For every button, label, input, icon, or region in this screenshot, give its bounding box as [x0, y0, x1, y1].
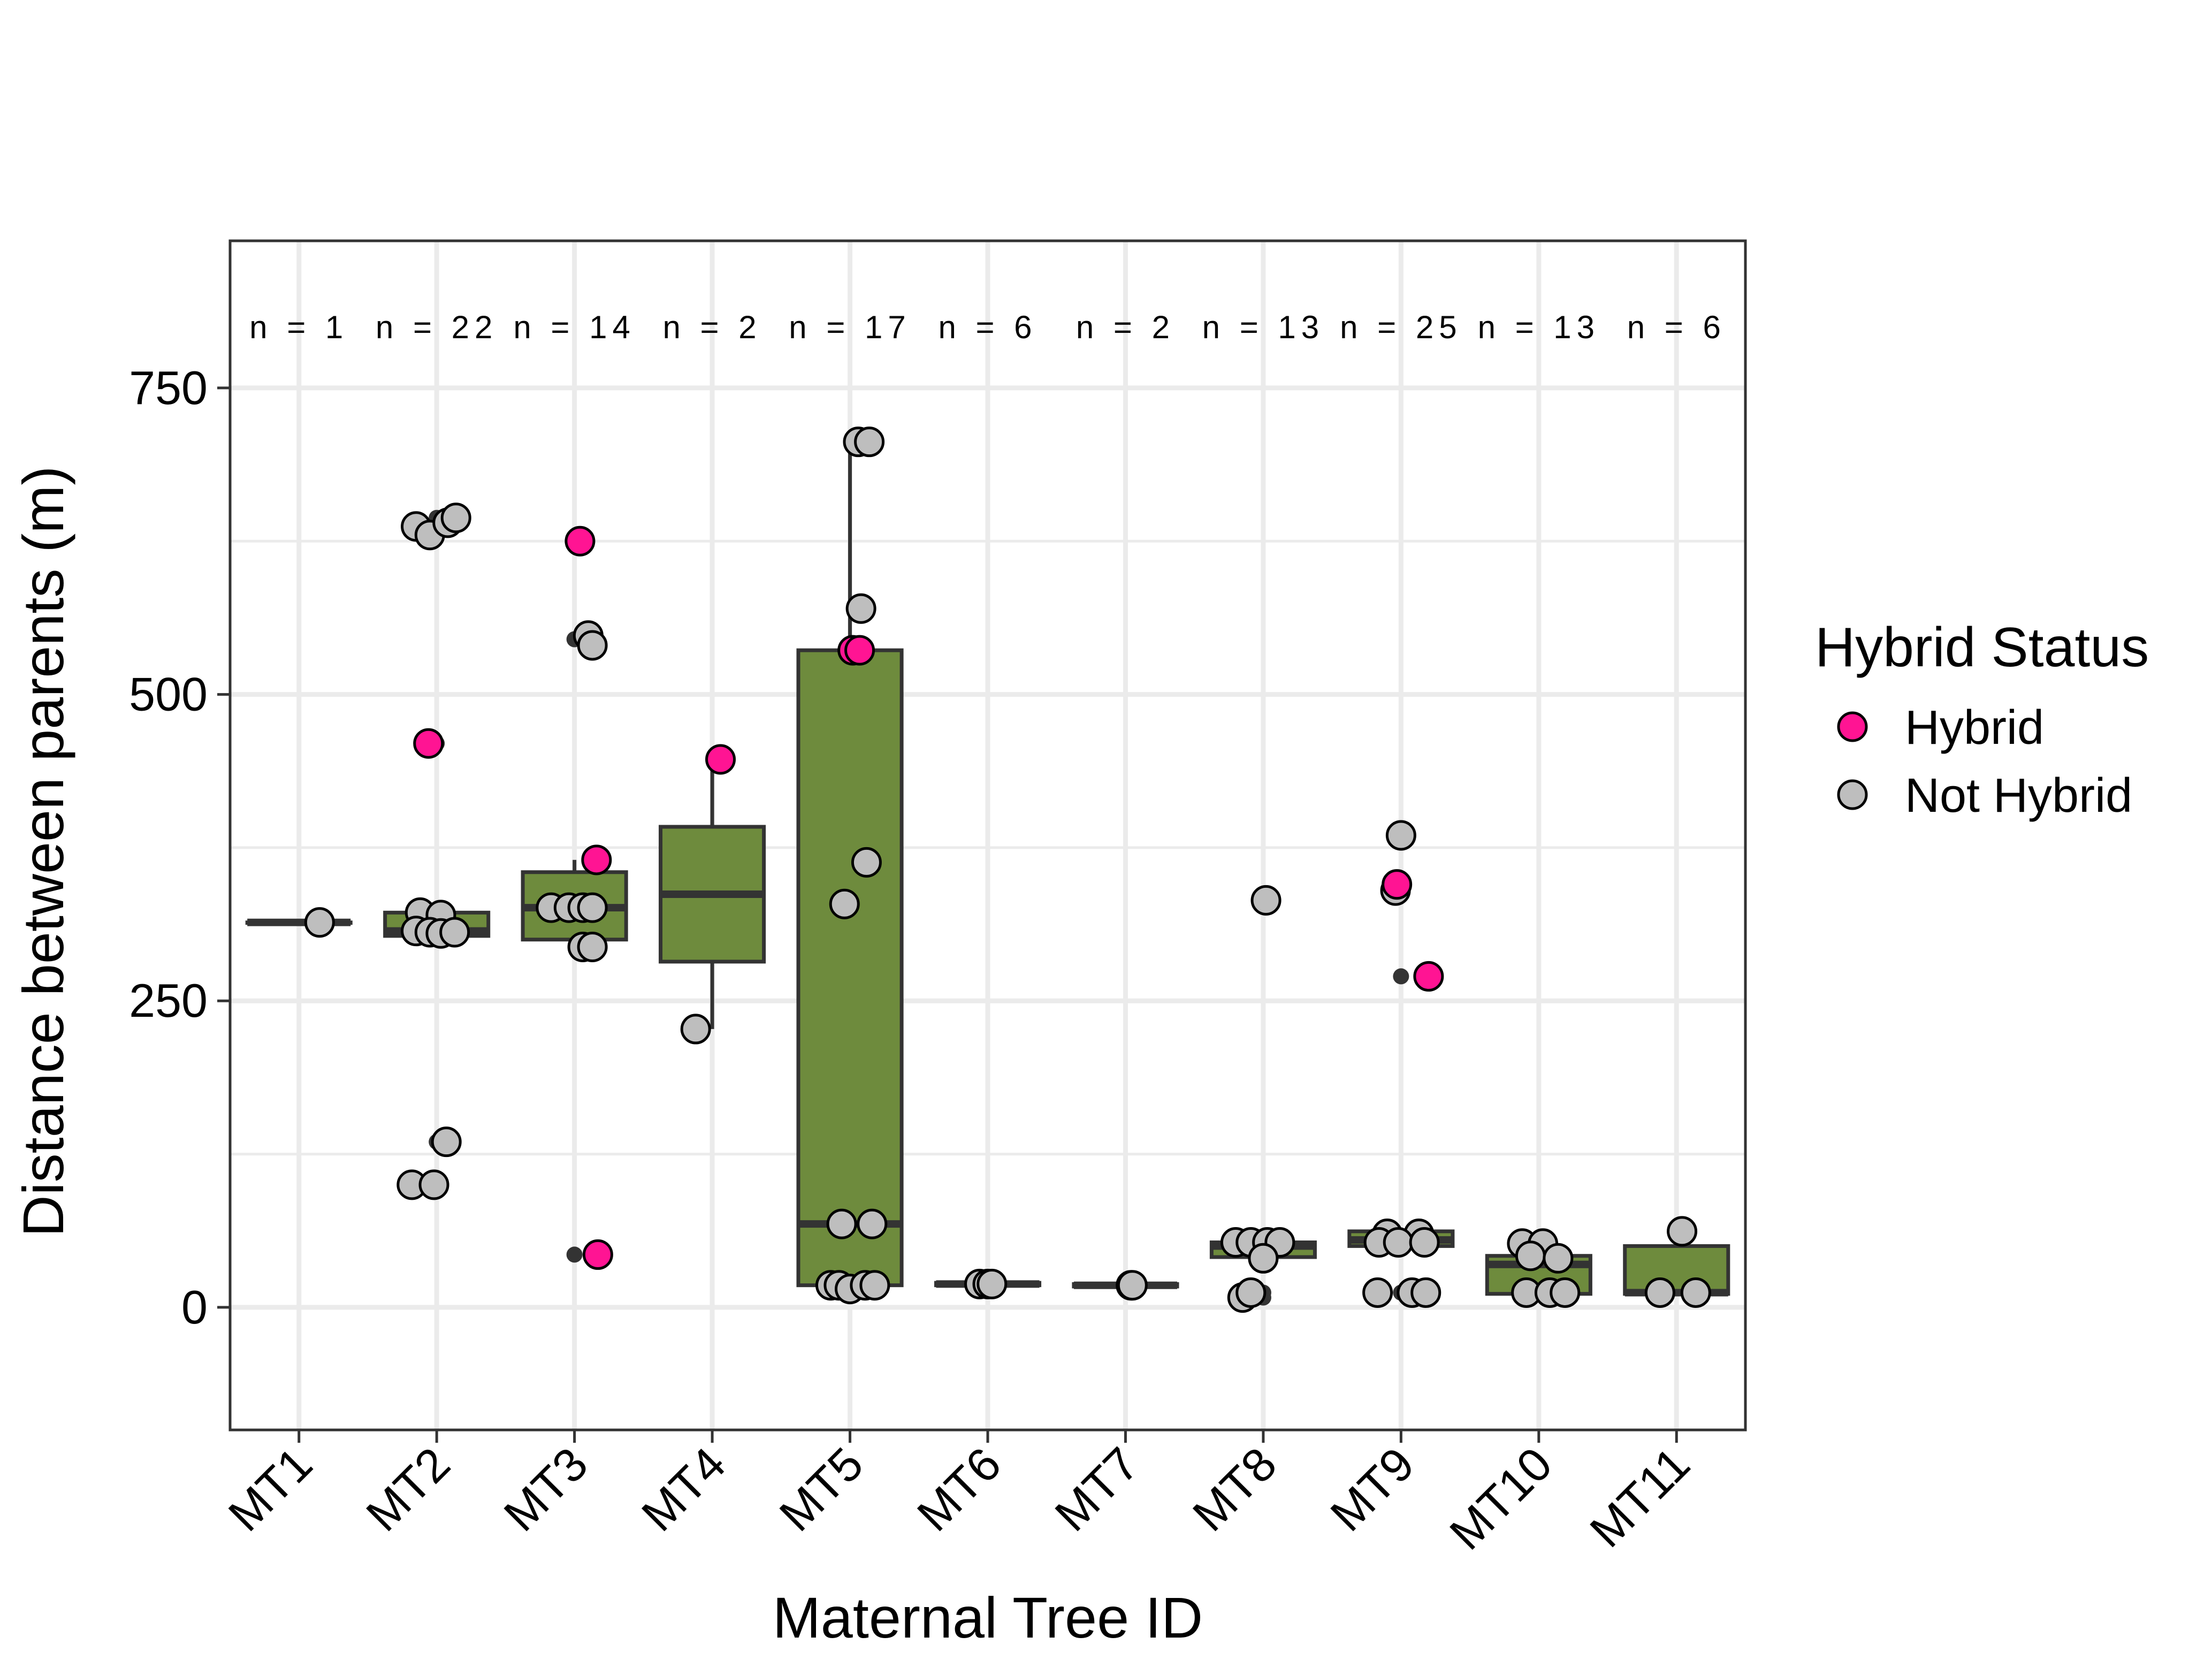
y-tick-label: 0	[181, 1281, 208, 1334]
point-not-hybrid	[829, 888, 860, 919]
n-labels: n = 1 n = 22 n = 14 n = 2 n = 17 n = 6 n = 2 n …	[249, 309, 1726, 345]
point-not-hybrid	[1362, 1277, 1393, 1308]
n-label: n = 6	[1627, 309, 1726, 345]
x-tick-label: MT10	[1439, 1437, 1562, 1559]
point-not-hybrid	[431, 1126, 462, 1158]
point-not-hybrid	[1680, 1277, 1711, 1308]
x-axis-title: Maternal Tree ID	[773, 1585, 1203, 1650]
point-not-hybrid	[439, 917, 470, 948]
n-label: n = 13	[1478, 309, 1600, 345]
n-label: n = 25	[1340, 309, 1462, 345]
box	[1623, 1244, 1730, 1296]
outlier-point	[566, 1246, 583, 1263]
point-hybrid	[1382, 869, 1413, 900]
n-label: n = 6	[938, 309, 1037, 345]
point-hybrid	[413, 728, 444, 759]
point-hybrid	[582, 1239, 613, 1270]
legend-label-not-hybrid: Not Hybrid	[1905, 769, 2132, 823]
point-not-hybrid	[577, 931, 608, 962]
y-tick-label: 750	[129, 361, 208, 414]
point-not-hybrid	[826, 1208, 857, 1239]
point-not-hybrid	[1385, 820, 1416, 851]
x-tick-label: MT7	[1044, 1437, 1148, 1541]
point-not-hybrid	[1667, 1216, 1698, 1247]
n-label: n = 1	[249, 309, 348, 345]
x-tick-label: MT1	[218, 1437, 322, 1541]
point-not-hybrid	[1250, 885, 1282, 916]
y-tick-label: 250	[129, 974, 208, 1027]
x-tick-label: MT6	[907, 1437, 1011, 1541]
box	[796, 648, 904, 1288]
point-not-hybrid	[304, 907, 335, 938]
point-hybrid	[581, 844, 612, 876]
legend-label-hybrid: Hybrid	[1905, 701, 2044, 755]
point-not-hybrid	[1543, 1243, 1574, 1274]
point-hybrid	[565, 526, 596, 557]
point-not-hybrid	[1644, 1277, 1675, 1308]
n-label: n = 13	[1202, 309, 1325, 345]
n-label: n = 17	[789, 309, 911, 345]
point-not-hybrid	[1117, 1270, 1148, 1301]
point-not-hybrid	[680, 1014, 711, 1045]
point-hybrid	[705, 744, 736, 775]
boxplot-mt4	[659, 759, 766, 1029]
outlier-point	[1393, 968, 1409, 985]
n-label: n = 14	[513, 309, 636, 345]
y-axis-title: Distance between parents (m)	[11, 466, 75, 1237]
point-not-hybrid	[851, 847, 882, 878]
point-not-hybrid	[1515, 1240, 1546, 1272]
point-not-hybrid	[1550, 1277, 1581, 1308]
x-tick-label: MT4	[631, 1437, 735, 1541]
point-layer	[304, 427, 1711, 1313]
n-label: n = 22	[376, 309, 498, 345]
legend-key-hybrid	[1837, 711, 1868, 742]
legend: Hybrid Status Hybrid Not Hybrid	[1815, 616, 2149, 823]
legend-key-not-hybrid	[1837, 779, 1868, 810]
x-tick-label: MT8	[1183, 1437, 1286, 1541]
boxplot-mt5	[796, 442, 904, 1289]
point-not-hybrid	[577, 630, 608, 661]
point-hybrid	[844, 635, 875, 666]
point-hybrid	[1413, 961, 1444, 992]
x-tick-label: MT5	[769, 1437, 873, 1541]
point-not-hybrid	[1383, 1227, 1414, 1258]
point-not-hybrid	[857, 1208, 888, 1239]
x-tick-label: MT11	[1580, 1437, 1699, 1557]
point-not-hybrid	[977, 1268, 1008, 1299]
point-not-hybrid	[418, 1169, 449, 1200]
point-not-hybrid	[1248, 1243, 1279, 1274]
point-not-hybrid	[1409, 1227, 1440, 1258]
point-not-hybrid	[845, 593, 876, 624]
x-tick-label: MT2	[356, 1437, 460, 1541]
legend-title: Hybrid Status	[1815, 616, 2149, 679]
point-not-hybrid	[859, 1270, 890, 1301]
point-not-hybrid	[440, 503, 471, 534]
point-not-hybrid	[1410, 1277, 1441, 1308]
point-not-hybrid	[577, 892, 608, 923]
n-label: n = 2	[663, 309, 762, 345]
point-not-hybrid	[1235, 1277, 1267, 1308]
n-label: n = 2	[1076, 309, 1175, 345]
x-tick-label: MT9	[1320, 1437, 1424, 1541]
point-not-hybrid	[854, 427, 885, 458]
y-tick-label: 500	[129, 668, 208, 721]
x-tick-label: MT3	[494, 1437, 598, 1541]
